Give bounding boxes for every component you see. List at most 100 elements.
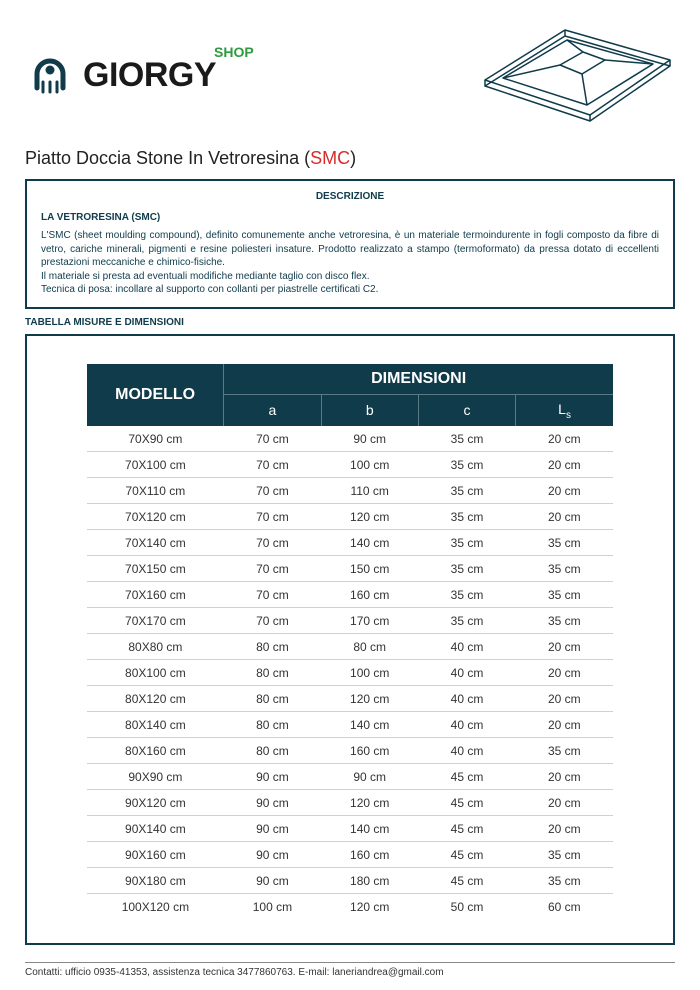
table-row: 80X100 cm80 cm100 cm40 cm20 cm (87, 660, 613, 686)
table-cell: 90X90 cm (87, 764, 224, 790)
table-cell: 140 cm (321, 530, 418, 556)
description-body: L'SMC (sheet moulding compound), definit… (41, 229, 659, 297)
table-cell: 80 cm (224, 686, 321, 712)
table-cell: 160 cm (321, 582, 418, 608)
table-subheader: b (321, 394, 418, 426)
table-cell: 35 cm (418, 478, 515, 504)
table-subheader: Ls (516, 394, 613, 426)
table-row: 70X120 cm70 cm120 cm35 cm20 cm (87, 504, 613, 530)
table-cell: 80 cm (224, 712, 321, 738)
table-row: 70X170 cm70 cm170 cm35 cm35 cm (87, 608, 613, 634)
table-row: 80X160 cm80 cm160 cm40 cm35 cm (87, 738, 613, 764)
table-subheader: a (224, 394, 321, 426)
brand-icon (25, 50, 75, 100)
table-cell: 20 cm (516, 790, 613, 816)
table-cell: 80X160 cm (87, 738, 224, 764)
table-cell: 110 cm (321, 478, 418, 504)
table-row: 80X120 cm80 cm120 cm40 cm20 cm (87, 686, 613, 712)
table-cell: 70X150 cm (87, 556, 224, 582)
table-cell: 45 cm (418, 868, 515, 894)
product-title-suffix: ) (350, 148, 356, 168)
table-cell: 50 cm (418, 894, 515, 920)
table-row: 90X180 cm90 cm180 cm45 cm35 cm (87, 868, 613, 894)
table-cell: 100 cm (321, 452, 418, 478)
product-title-prefix: Piatto Doccia Stone In Vetroresina ( (25, 148, 310, 168)
table-row: 80X140 cm80 cm140 cm40 cm20 cm (87, 712, 613, 738)
table-cell: 40 cm (418, 712, 515, 738)
table-cell: 70X170 cm (87, 608, 224, 634)
table-cell: 40 cm (418, 660, 515, 686)
table-cell: 90X160 cm (87, 842, 224, 868)
table-cell: 120 cm (321, 894, 418, 920)
table-row: 100X120 cm100 cm120 cm50 cm60 cm (87, 894, 613, 920)
table-cell: 20 cm (516, 452, 613, 478)
table-cell: 70X120 cm (87, 504, 224, 530)
table-row: 70X140 cm70 cm140 cm35 cm35 cm (87, 530, 613, 556)
table-cell: 40 cm (418, 634, 515, 660)
product-illustration (475, 20, 675, 130)
table-cell: 70 cm (224, 582, 321, 608)
table-cell: 100 cm (321, 660, 418, 686)
table-row: 70X110 cm70 cm110 cm35 cm20 cm (87, 478, 613, 504)
table-cell: 20 cm (516, 686, 613, 712)
brand-name: GIORGY (83, 56, 216, 94)
dimensions-table-frame: MODELLO DIMENSIONI abcLs 70X90 cm70 cm90… (25, 334, 675, 946)
table-cell: 45 cm (418, 816, 515, 842)
table-row: 90X90 cm90 cm90 cm45 cm20 cm (87, 764, 613, 790)
brand-shop-label: SHOP (214, 44, 254, 60)
table-header-model: MODELLO (87, 364, 224, 427)
table-cell: 80X140 cm (87, 712, 224, 738)
table-cell: 35 cm (418, 530, 515, 556)
table-cell: 90 cm (224, 842, 321, 868)
page-footer: Contatti: ufficio 0935-41353, assistenza… (25, 962, 675, 978)
table-row: 90X140 cm90 cm140 cm45 cm20 cm (87, 816, 613, 842)
table-cell: 20 cm (516, 660, 613, 686)
table-cell: 80 cm (224, 634, 321, 660)
description-box: DESCRIZIONE LA VETRORESINA (SMC) L'SMC (… (25, 179, 675, 309)
table-cell: 80X120 cm (87, 686, 224, 712)
table-cell: 60 cm (516, 894, 613, 920)
dimensions-table: MODELLO DIMENSIONI abcLs 70X90 cm70 cm90… (87, 364, 613, 920)
table-row: 70X90 cm70 cm90 cm35 cm20 cm (87, 426, 613, 452)
table-cell: 90 cm (224, 816, 321, 842)
table-cell: 70X110 cm (87, 478, 224, 504)
table-cell: 45 cm (418, 790, 515, 816)
brand-logo: GIORGYSHOP (25, 50, 256, 100)
table-cell: 70X90 cm (87, 426, 224, 452)
table-cell: 160 cm (321, 738, 418, 764)
table-cell: 120 cm (321, 686, 418, 712)
table-row: 90X120 cm90 cm120 cm45 cm20 cm (87, 790, 613, 816)
table-cell: 35 cm (516, 608, 613, 634)
table-cell: 70X100 cm (87, 452, 224, 478)
table-cell: 45 cm (418, 842, 515, 868)
table-cell: 150 cm (321, 556, 418, 582)
table-cell: 35 cm (516, 738, 613, 764)
table-cell: 90 cm (321, 426, 418, 452)
table-cell: 35 cm (516, 582, 613, 608)
table-cell: 35 cm (418, 608, 515, 634)
product-title-smc: SMC (310, 148, 350, 168)
table-cell: 90X120 cm (87, 790, 224, 816)
table-cell: 80 cm (224, 660, 321, 686)
table-header-dimensions: DIMENSIONI (224, 364, 613, 395)
table-cell: 140 cm (321, 712, 418, 738)
table-cell: 20 cm (516, 816, 613, 842)
table-cell: 80X80 cm (87, 634, 224, 660)
table-cell: 20 cm (516, 478, 613, 504)
table-cell: 35 cm (418, 452, 515, 478)
description-subheading: LA VETRORESINA (SMC) (41, 212, 659, 223)
table-cell: 20 cm (516, 634, 613, 660)
table-cell: 80 cm (321, 634, 418, 660)
table-cell: 70 cm (224, 478, 321, 504)
table-cell: 90 cm (321, 764, 418, 790)
table-cell: 20 cm (516, 712, 613, 738)
table-row: 80X80 cm80 cm80 cm40 cm20 cm (87, 634, 613, 660)
table-cell: 100X120 cm (87, 894, 224, 920)
table-cell: 70 cm (224, 426, 321, 452)
table-cell: 70 cm (224, 556, 321, 582)
table-subheader: c (418, 394, 515, 426)
table-cell: 140 cm (321, 816, 418, 842)
table-cell: 120 cm (321, 504, 418, 530)
table-cell: 40 cm (418, 738, 515, 764)
table-row: 70X100 cm70 cm100 cm35 cm20 cm (87, 452, 613, 478)
